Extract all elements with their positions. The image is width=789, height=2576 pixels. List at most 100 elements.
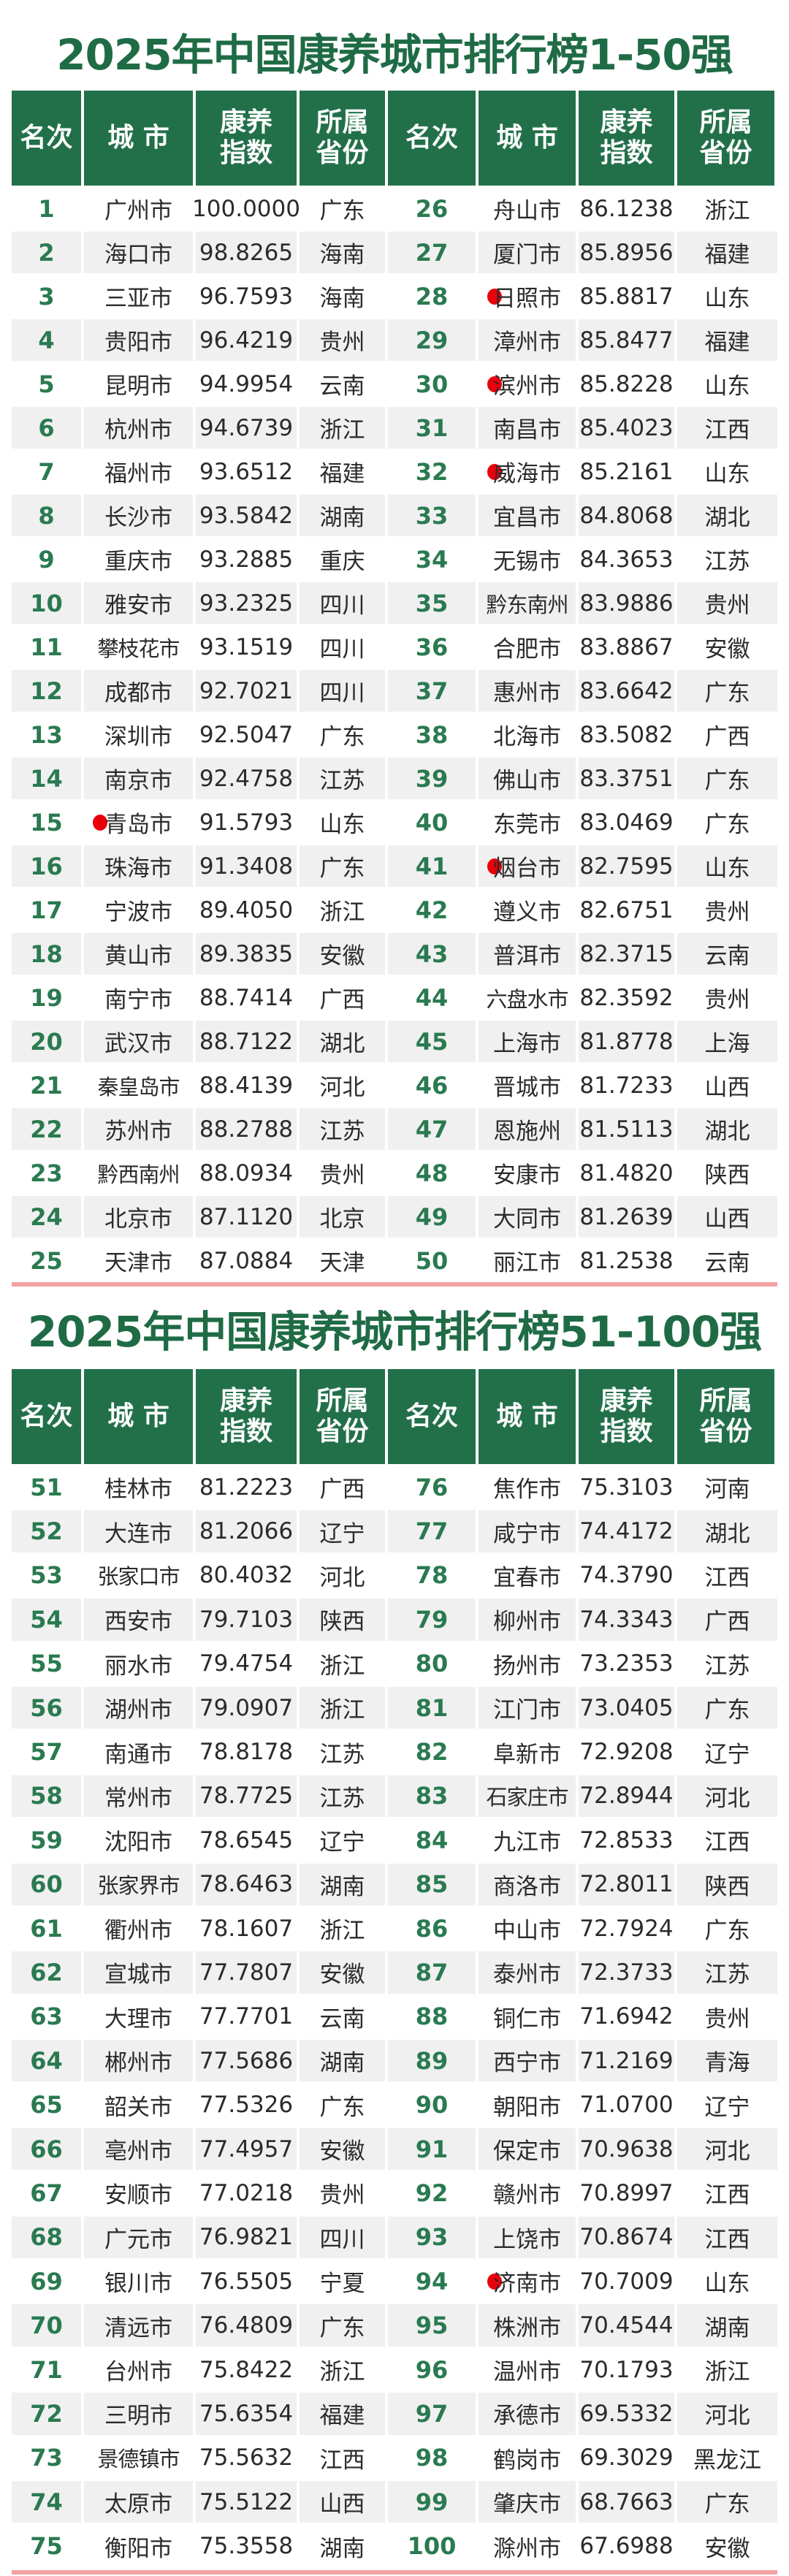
- cell-city: 舟山市: [479, 186, 579, 229]
- index-text: 81.4820: [579, 1159, 674, 1186]
- cell-city: 东莞市: [479, 799, 579, 843]
- city-text: 武汉市: [104, 1031, 172, 1057]
- cell-rank: 82: [388, 1729, 479, 1773]
- cell-province: 山东: [677, 449, 777, 492]
- index-text: 93.1519: [199, 633, 294, 660]
- cell-province: 上海: [677, 1018, 777, 1062]
- header-province: 所属 省份: [677, 1369, 777, 1464]
- cell-province: 陕西: [300, 1596, 388, 1641]
- rank-text: 75: [30, 2532, 63, 2561]
- cell-province: 河北: [300, 1062, 388, 1106]
- index-text: 72.7924: [579, 1915, 674, 1942]
- red-dot-marker-icon: [487, 463, 502, 480]
- index-text: 75.8422: [199, 2356, 294, 2383]
- cell-index: 67.6988: [579, 2523, 677, 2567]
- city-text: 北海市: [493, 724, 561, 750]
- index-text: 83.5082: [579, 721, 674, 748]
- rank-text: 98: [415, 2444, 449, 2472]
- province-text: 江西: [704, 417, 750, 443]
- city-text: 黔西南州: [97, 1162, 180, 1187]
- rank-text: 49: [415, 1203, 449, 1231]
- index-text: 77.4957: [199, 2135, 294, 2162]
- city-text: 赣州市: [493, 2182, 561, 2209]
- cell-rank: 33: [388, 492, 479, 536]
- cell-rank: 76: [388, 1464, 479, 1509]
- cell-index: 83.9886: [579, 580, 677, 624]
- cell-rank: 73: [12, 2434, 84, 2479]
- cell-city: 南京市: [84, 755, 196, 799]
- province-text: 广西: [704, 1609, 750, 1636]
- cell-index: 68.7663: [579, 2478, 677, 2523]
- cell-province: 江西: [677, 405, 777, 449]
- cell-province: 广西: [300, 1464, 388, 1509]
- cell-city: 西安市: [84, 1596, 196, 1641]
- index-text: 85.8477: [579, 327, 674, 354]
- city-text: 西安市: [104, 1609, 172, 1636]
- header-province: 所属 省份: [300, 91, 388, 186]
- province-text: 云南: [319, 2005, 365, 2032]
- city-text: 温州市: [493, 2359, 561, 2385]
- index-text: 70.8997: [579, 2179, 674, 2206]
- province-text: 江西: [704, 2226, 750, 2253]
- cell-index: 92.7021: [196, 668, 300, 712]
- city-text: 济南市: [493, 2271, 561, 2298]
- city-text: 沈阳市: [104, 1829, 172, 1856]
- cell-province: 河北: [677, 2390, 777, 2435]
- cell-city: 海口市: [84, 229, 196, 273]
- cell-city: 北京市: [84, 1194, 196, 1238]
- rank-text: 10: [30, 589, 63, 617]
- cell-index: 72.9208: [579, 1729, 677, 1773]
- index-text: 88.7414: [199, 984, 294, 1011]
- cell-index: 75.3103: [579, 1464, 677, 1509]
- cell-index: 75.6354: [196, 2390, 300, 2435]
- cell-index: 74.3343: [579, 1596, 677, 1641]
- index-text: 73.2353: [579, 1650, 674, 1677]
- rank-text: 82: [415, 1738, 449, 1767]
- cell-province: 广东: [677, 2478, 777, 2523]
- rank-text: 20: [30, 1027, 63, 1056]
- cell-index: 93.6512: [196, 449, 300, 492]
- index-text: 81.8778: [579, 1028, 674, 1055]
- cell-rank: 83: [388, 1772, 479, 1818]
- province-text: 四川: [319, 636, 365, 663]
- cell-index: 88.7122: [196, 1018, 300, 1062]
- rank-text: 97: [415, 2399, 449, 2428]
- city-text: 大连市: [104, 1520, 172, 1547]
- cell-province: 福建: [300, 449, 388, 492]
- province-text: 河南: [704, 1476, 750, 1504]
- rank-text: 99: [415, 2488, 449, 2516]
- cell-city: 丽江市: [479, 1238, 579, 1281]
- rank-text: 56: [30, 1693, 63, 1722]
- rank-text: 69: [30, 2267, 63, 2295]
- city-text: 三亚市: [104, 286, 172, 312]
- index-text: 88.4139: [199, 1072, 294, 1099]
- cell-city: 银川市: [84, 2258, 196, 2303]
- cell-index: 85.8817: [579, 273, 677, 317]
- cell-province: 安徽: [300, 2125, 388, 2171]
- cell-index: 71.2169: [579, 2038, 677, 2082]
- cell-index: 84.8068: [579, 492, 677, 536]
- cell-province: 浙江: [677, 186, 777, 229]
- cell-province: 广东: [300, 2302, 388, 2347]
- cell-rank: 71: [12, 2346, 84, 2391]
- rank-text: 36: [415, 633, 449, 661]
- rank-text: 76: [415, 1473, 449, 1501]
- city-text: 安康市: [493, 1162, 561, 1189]
- cell-index: 83.3751: [579, 755, 677, 799]
- rank-text: 18: [30, 940, 63, 968]
- rank-text: 58: [30, 1782, 63, 1810]
- rank-text: 19: [30, 983, 63, 1012]
- province-text: 浙江: [704, 2359, 750, 2385]
- cell-rank: 11: [12, 624, 84, 668]
- province-text: 广西: [319, 1476, 365, 1504]
- index-text: 75.6354: [199, 2400, 294, 2427]
- cell-rank: 68: [12, 2214, 84, 2259]
- province-text: 湖北: [704, 505, 750, 531]
- city-text: 铜仁市: [493, 2005, 561, 2032]
- city-text: 苏州市: [104, 1119, 172, 1145]
- index-text: 92.4758: [199, 765, 294, 792]
- index-text: 74.3790: [579, 1562, 674, 1589]
- city-text: 黄山市: [104, 943, 172, 969]
- rank-text: 40: [415, 808, 449, 837]
- rank-text: 54: [30, 1605, 63, 1634]
